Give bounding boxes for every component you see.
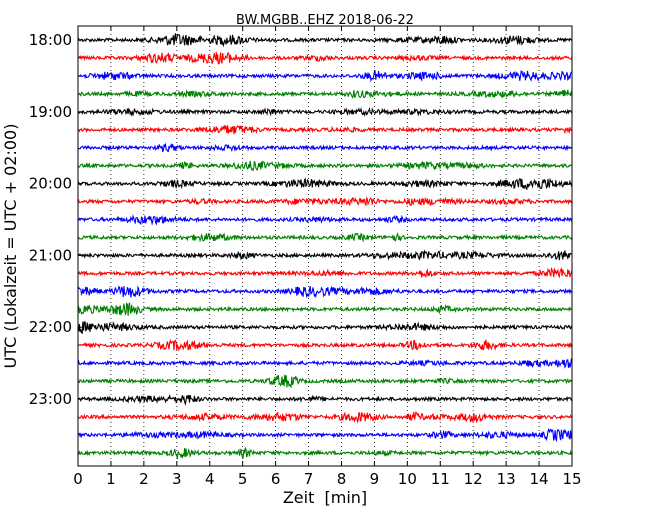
trace-2015	[77, 196, 573, 207]
trace-2115	[77, 267, 573, 279]
plot-frame	[77, 25, 573, 467]
y-tick-label: 19:00	[29, 103, 72, 121]
y-tick-label: 22:00	[29, 318, 72, 336]
trace-1930	[77, 142, 573, 153]
x-tick-label: 3	[172, 470, 182, 488]
trace-2100	[77, 249, 573, 261]
x-tick-label: 12	[464, 470, 483, 488]
chart-title: BW.MGBB..EHZ 2018-06-22	[236, 13, 414, 28]
y-tick-label: 18:00	[29, 31, 72, 49]
trace-1945	[77, 160, 573, 172]
x-tick-label: 13	[497, 470, 516, 488]
x-tick-label: 5	[238, 470, 248, 488]
trace-1900	[77, 106, 573, 117]
y-tick-label: 21:00	[29, 246, 72, 264]
trace-2030	[77, 214, 573, 226]
trace-1815	[77, 51, 573, 65]
x-tick-label: 4	[205, 470, 215, 488]
traces-group	[77, 33, 573, 460]
trace-1800	[77, 33, 573, 48]
trace-2000	[77, 177, 573, 191]
trace-2230	[77, 357, 573, 369]
trace-2200	[77, 321, 573, 335]
trace-2300	[77, 393, 573, 407]
y-tick-label: 23:00	[29, 390, 72, 408]
x-tick-label: 11	[431, 470, 450, 488]
trace-2145	[77, 302, 573, 316]
x-axis-label: Zeit [min]	[283, 488, 367, 507]
x-tick-label: 6	[271, 470, 281, 488]
x-tick-label: 2	[139, 470, 149, 488]
x-tick-label: 8	[337, 470, 347, 488]
trace-2245	[77, 374, 573, 388]
y-axis-label: UTC (Lokalzeit = UTC + 02:00)	[1, 124, 20, 369]
trace-2215	[77, 338, 573, 352]
x-tick-label: 7	[304, 470, 314, 488]
x-tick-label: 14	[530, 470, 549, 488]
trace-1830	[77, 70, 573, 83]
grid-lines	[110, 26, 540, 466]
trace-2045	[77, 232, 573, 243]
x-tick-label: 9	[370, 470, 380, 488]
trace-2315	[77, 410, 573, 424]
trace-2130	[77, 285, 573, 299]
x-tick-label: 15	[562, 470, 581, 488]
y-axis: 18:00 19:00 20:00 21:00 22:00 23:00	[29, 31, 83, 408]
trace-2330	[77, 427, 573, 443]
trace-2345	[77, 446, 573, 460]
x-tick-label: 10	[398, 470, 417, 488]
y-tick-label: 20:00	[29, 175, 72, 193]
x-tick-label: 0	[73, 470, 83, 488]
x-tick-label: 1	[106, 470, 116, 488]
trace-1915	[77, 124, 573, 135]
trace-1845	[77, 88, 573, 99]
x-axis: 0 1 2 3 4 5 6 7 8 9 10 11 12 13 14 15	[73, 26, 582, 488]
